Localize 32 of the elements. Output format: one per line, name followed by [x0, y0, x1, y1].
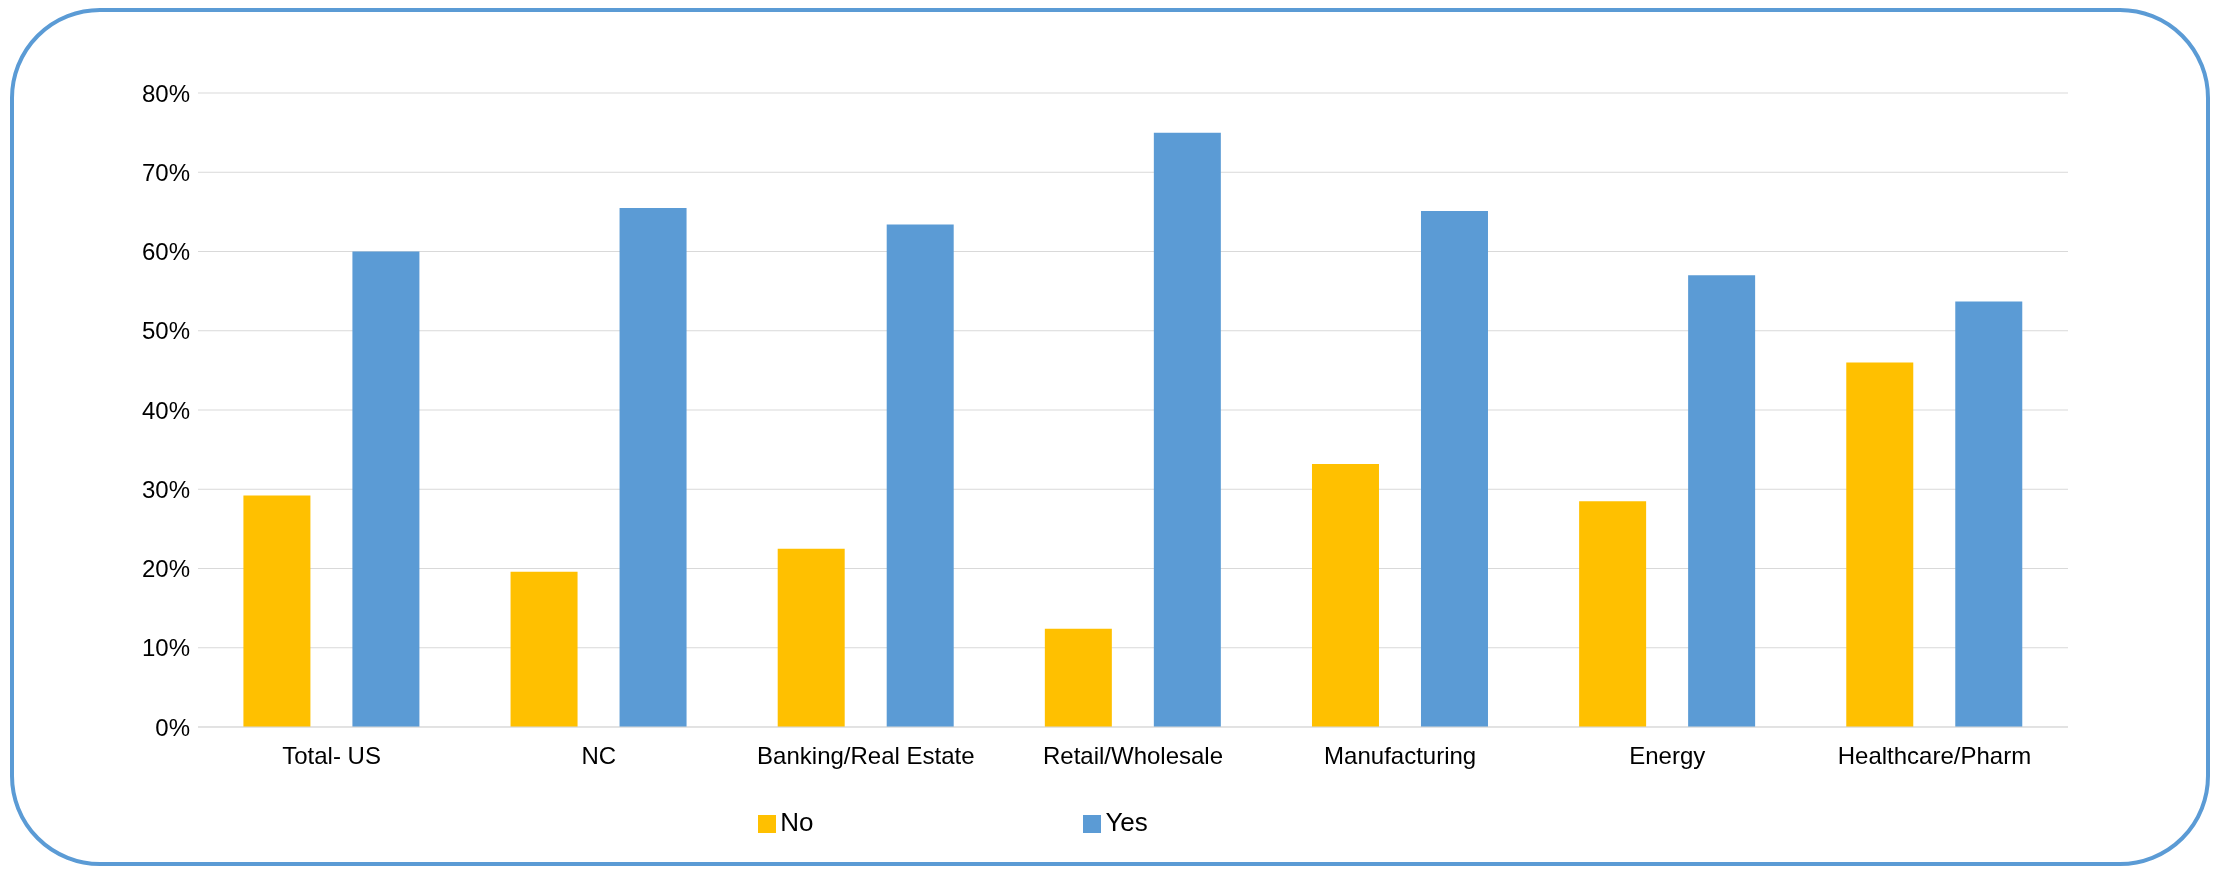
y-tick-label: 70% [141, 158, 190, 186]
bar [1420, 211, 1488, 727]
x-tick-label: Healthcare/Pharm [1837, 742, 2032, 770]
y-tick-label: 80% [141, 79, 190, 107]
y-tick-label: 0% [155, 713, 190, 741]
x-tick-label: Banking/Real Estate [757, 742, 975, 770]
y-tick-label: 50% [141, 317, 190, 345]
y-tick-label: 40% [141, 396, 190, 424]
legend-label: No [780, 807, 814, 837]
bar [1846, 362, 1914, 727]
x-tick-label: Retail/Wholesale [1042, 742, 1224, 770]
bar [1955, 301, 2023, 727]
x-tick-label: NC [581, 742, 617, 770]
bar [1311, 463, 1379, 727]
x-tick-label: Total- US [282, 742, 381, 770]
bar [777, 548, 845, 727]
bar [510, 571, 578, 727]
y-tick-label: 20% [141, 555, 190, 583]
legend-label: Yes [1105, 807, 1148, 837]
bar [243, 495, 311, 727]
y-tick-label: 60% [141, 238, 190, 266]
bar [1579, 501, 1647, 727]
bar [886, 224, 954, 727]
y-tick-label: 10% [141, 634, 190, 662]
bar [619, 207, 687, 727]
bar [1688, 275, 1756, 727]
bar [352, 251, 420, 727]
x-tick-label: Manufacturing [1324, 742, 1477, 770]
bar [1153, 132, 1221, 727]
x-tick-label: Energy [1629, 742, 1706, 770]
y-tick-label: 30% [141, 475, 190, 503]
bar [1044, 628, 1112, 727]
